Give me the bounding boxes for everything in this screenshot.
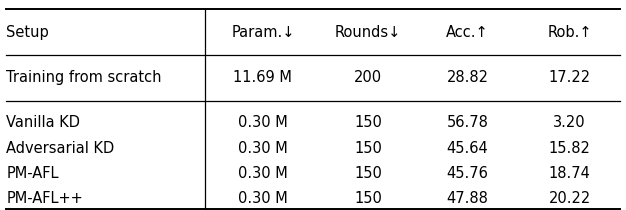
Text: Acc.↑: Acc.↑ [446, 25, 489, 40]
Text: 45.76: 45.76 [447, 166, 488, 181]
Text: 11.69 M: 11.69 M [233, 70, 292, 85]
Text: Setup: Setup [6, 25, 49, 40]
Text: PM-AFL++: PM-AFL++ [6, 191, 83, 206]
Text: Training from scratch: Training from scratch [6, 70, 162, 85]
Text: Vanilla KD: Vanilla KD [6, 115, 80, 130]
Text: 200: 200 [354, 70, 382, 85]
Text: 150: 150 [354, 191, 382, 206]
Text: 15.82: 15.82 [549, 140, 590, 156]
Text: Param.↓: Param.↓ [231, 25, 295, 40]
Text: 3.20: 3.20 [553, 115, 586, 130]
Text: 47.88: 47.88 [447, 191, 488, 206]
Text: PM-AFL: PM-AFL [6, 166, 59, 181]
Text: 17.22: 17.22 [548, 70, 591, 85]
Text: Rounds↓: Rounds↓ [335, 25, 401, 40]
Text: Adversarial KD: Adversarial KD [6, 140, 115, 156]
Text: 150: 150 [354, 140, 382, 156]
Text: 28.82: 28.82 [446, 70, 489, 85]
Text: 0.30 M: 0.30 M [238, 166, 288, 181]
Text: 45.64: 45.64 [447, 140, 488, 156]
Text: 0.30 M: 0.30 M [238, 191, 288, 206]
Text: 0.30 M: 0.30 M [238, 140, 288, 156]
Text: 18.74: 18.74 [549, 166, 590, 181]
Text: 56.78: 56.78 [447, 115, 488, 130]
Text: 0.30 M: 0.30 M [238, 115, 288, 130]
Text: Rob.↑: Rob.↑ [547, 25, 592, 40]
Text: 20.22: 20.22 [548, 191, 591, 206]
Text: 150: 150 [354, 166, 382, 181]
Text: 150: 150 [354, 115, 382, 130]
